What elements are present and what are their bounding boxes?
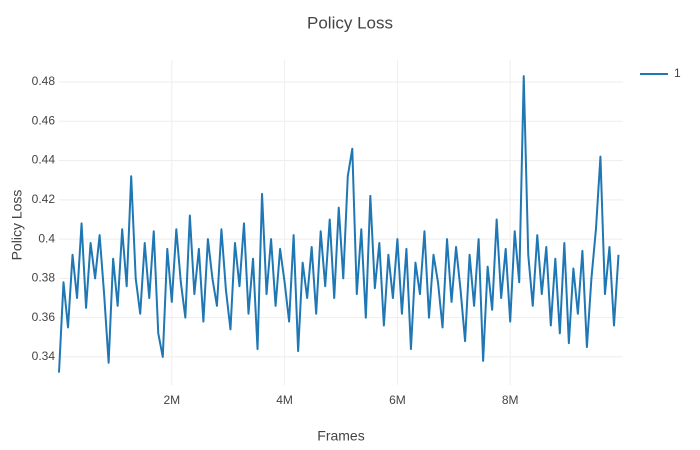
chart-title: Policy Loss bbox=[307, 13, 393, 32]
legend-label: 1 bbox=[674, 66, 681, 80]
y-tick-label: 0.34 bbox=[32, 349, 56, 363]
x-tick-label: 8M bbox=[502, 393, 519, 407]
line-series bbox=[58, 75, 620, 373]
y-tick-label: 0.46 bbox=[32, 113, 56, 127]
y-tick-label: 0.38 bbox=[32, 271, 56, 285]
y-tick-label: 0.36 bbox=[32, 310, 56, 324]
y-tick-label: 0.44 bbox=[32, 153, 56, 167]
x-tick-label: 6M bbox=[389, 393, 406, 407]
x-tick-label: 2M bbox=[163, 393, 180, 407]
y-tick-label: 0.48 bbox=[32, 74, 56, 88]
x-tick-label: 4M bbox=[276, 393, 293, 407]
y-tick-label: 0.4 bbox=[38, 231, 55, 245]
x-axis-label: Frames bbox=[317, 428, 364, 444]
y-axis-label: Policy Loss bbox=[9, 190, 25, 261]
y-tick-label: 0.42 bbox=[32, 192, 56, 206]
